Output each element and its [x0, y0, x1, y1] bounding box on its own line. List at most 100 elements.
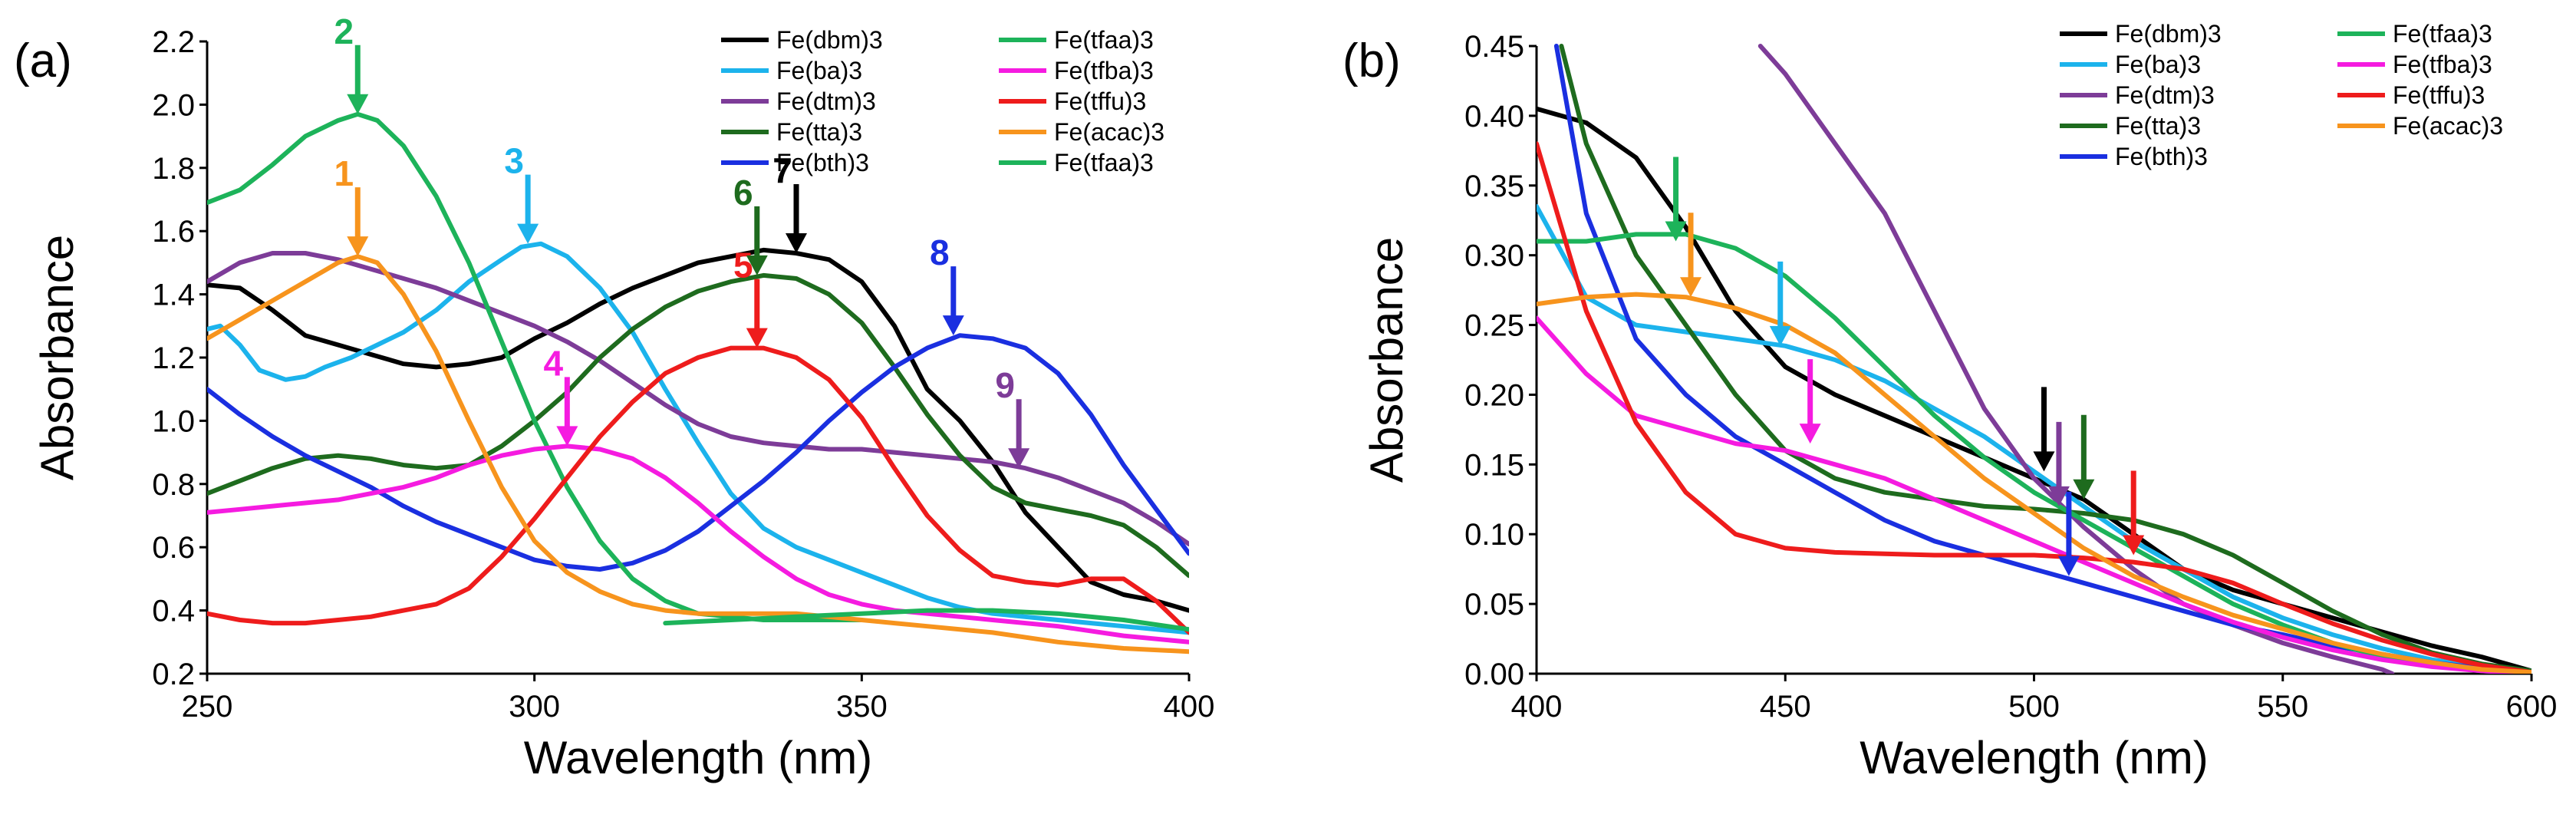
- series-line-feba3: [1537, 204, 2532, 674]
- y-tick-label: 0.05: [1464, 588, 1524, 622]
- y-tick-label: 0.4: [152, 595, 195, 628]
- series-line-feacac3: [207, 254, 1189, 654]
- series-line-fetfaa3: [663, 608, 1189, 632]
- y-tick-label: 0.8: [152, 468, 195, 502]
- series-line-feba3: [207, 241, 1189, 635]
- x-tick-label: 300: [509, 690, 560, 724]
- feature-arrow: [1769, 261, 1791, 346]
- y-tick-label: 0.45: [1464, 30, 1524, 64]
- y-tick-label: 2.2: [152, 25, 195, 59]
- legend: Fe(dbm)3 Fe(ba)3 Fe(dtm)3 Fe(tta)3 Fe(bth)3 F…: [2060, 20, 2503, 170]
- feature-arrow: [1680, 213, 1702, 298]
- x-tick-label: 550: [2257, 690, 2308, 724]
- y-tick-label: 1.4: [152, 279, 195, 312]
- peak-arrow: [746, 206, 768, 275]
- legend-entry: Fe(bth)3: [2115, 143, 2208, 170]
- feature-arrow: [2047, 421, 2070, 506]
- x-tick-label: 600: [2506, 690, 2558, 724]
- x-tick-label: 400: [1511, 690, 1563, 724]
- legend-entry: Fe(tfaa)3: [2393, 20, 2492, 48]
- y-tick-label: 0.40: [1464, 100, 1524, 134]
- legend-entry: Fe(tfba)3: [2393, 51, 2492, 78]
- series-line-fetta3: [1559, 44, 2532, 674]
- feature-arrow: [2073, 414, 2095, 500]
- x-tick-label: 450: [1760, 690, 1811, 724]
- plot-area: [207, 111, 1189, 654]
- peak-number-label: 9: [995, 365, 1015, 405]
- series-line-febth3: [1553, 44, 2532, 674]
- feature-arrow: [2123, 470, 2145, 556]
- series-line-fetfaa3: [1537, 232, 2532, 674]
- x-tick-label: 500: [2008, 690, 2060, 724]
- legend-entry: Fe(ba)3: [2115, 51, 2201, 78]
- chart-panel-a: (a) 0.2 0.4 0.6 0.8 1.0 1.2 1.4 1.6 1.8 2.0 2.2 250 3…: [14, 12, 1214, 783]
- legend-entry: Fe(bth)3: [776, 149, 869, 176]
- y-tick-label: 0.6: [152, 531, 195, 565]
- y-tick-label: 0.25: [1464, 309, 1524, 343]
- legend-entry: Fe(tfaa)3: [1054, 149, 1154, 176]
- feature-arrow: [2057, 491, 2080, 576]
- legend-entry: Fe(dbm)3: [2115, 20, 2222, 48]
- peak-arrow: [1008, 399, 1030, 469]
- legend-entry: Fe(dtm)3: [776, 87, 876, 115]
- y-tick-label: 0.20: [1464, 378, 1524, 412]
- legend-entry: Fe(tfaa)3: [1054, 26, 1154, 54]
- peak-arrow: [942, 266, 964, 336]
- series-line-feacac3: [1537, 292, 2532, 674]
- panel-label: (b): [1342, 35, 1401, 87]
- y-tick-label: 0.00: [1464, 658, 1524, 691]
- peak-number-label: 1: [334, 153, 354, 193]
- legend-entry: Fe(tta)3: [2115, 112, 2201, 140]
- y-tick-label: 1.8: [152, 152, 195, 186]
- y-axis-label: Absorbance: [31, 235, 83, 480]
- series-line-fedbm3: [1537, 106, 2532, 674]
- x-axis-label: Wavelength (nm): [1860, 732, 2209, 783]
- legend-entry: Fe(acac)3: [1054, 118, 1164, 146]
- y-axis-label: Absorbance: [1361, 237, 1412, 483]
- y-tick-label: 0.30: [1464, 239, 1524, 273]
- x-tick-label: 350: [836, 690, 888, 724]
- peak-arrow: [786, 184, 807, 254]
- legend-entry: Fe(dbm)3: [776, 26, 883, 54]
- x-axis-label: Wavelength (nm): [524, 732, 873, 783]
- feature-arrow: [2033, 387, 2055, 472]
- y-tick-label: 0.15: [1464, 448, 1524, 482]
- series-line-febth3: [207, 333, 1189, 572]
- peak-arrow: [556, 377, 578, 447]
- feature-arrow: [1799, 359, 1821, 444]
- series-line-fetffu3: [207, 345, 1189, 635]
- y-tick-label: 0.10: [1464, 518, 1524, 552]
- legend: Fe(dbm)3 Fe(ba)3 Fe(dtm)3 Fe(tta)3 Fe(bth)3 F…: [721, 26, 1164, 176]
- peak-number-label: 3: [504, 141, 524, 181]
- legend-entry: Fe(tfba)3: [1054, 57, 1154, 84]
- y-tick-label: 0.35: [1464, 170, 1524, 203]
- legend-entry: Fe(ba)3: [776, 57, 862, 84]
- peak-number-label: 2: [334, 12, 354, 51]
- series-line-fetffu3: [1537, 141, 2532, 674]
- y-tick-label: 2.0: [152, 88, 195, 122]
- peak-number-label: 7: [772, 150, 792, 190]
- series-line-fetfba3: [207, 443, 1189, 645]
- peak-number-label: 8: [930, 232, 950, 272]
- peak-number-label: 4: [544, 343, 564, 383]
- peak-arrow: [347, 187, 369, 257]
- y-tick-label: 1.6: [152, 215, 195, 249]
- peak-number-label: 5: [733, 246, 753, 285]
- legend-entry: Fe(tffu)3: [1054, 87, 1146, 115]
- feature-arrow: [1665, 157, 1687, 242]
- peak-arrow: [746, 279, 768, 348]
- y-tick-label: 1.2: [152, 341, 195, 375]
- plot-area: [1537, 44, 2532, 674]
- y-tick-label: 1.0: [152, 404, 195, 438]
- series-line-fedtm3: [207, 251, 1189, 547]
- legend-entry: Fe(acac)3: [2393, 112, 2503, 140]
- series-line-fedbm3: [207, 247, 1189, 613]
- series-line-fetta3: [207, 272, 1189, 579]
- legend-entry: Fe(tta)3: [776, 118, 862, 146]
- panel-label: (a): [14, 35, 72, 87]
- peak-number-label: 6: [733, 173, 753, 213]
- x-tick-label: 250: [182, 690, 233, 724]
- peak-arrow: [517, 174, 539, 244]
- chart-panel-b: (b) 0.00 0.05 0.10 0.15 0.20 0.25 0.30 0.35 0.40 0…: [1342, 20, 2557, 783]
